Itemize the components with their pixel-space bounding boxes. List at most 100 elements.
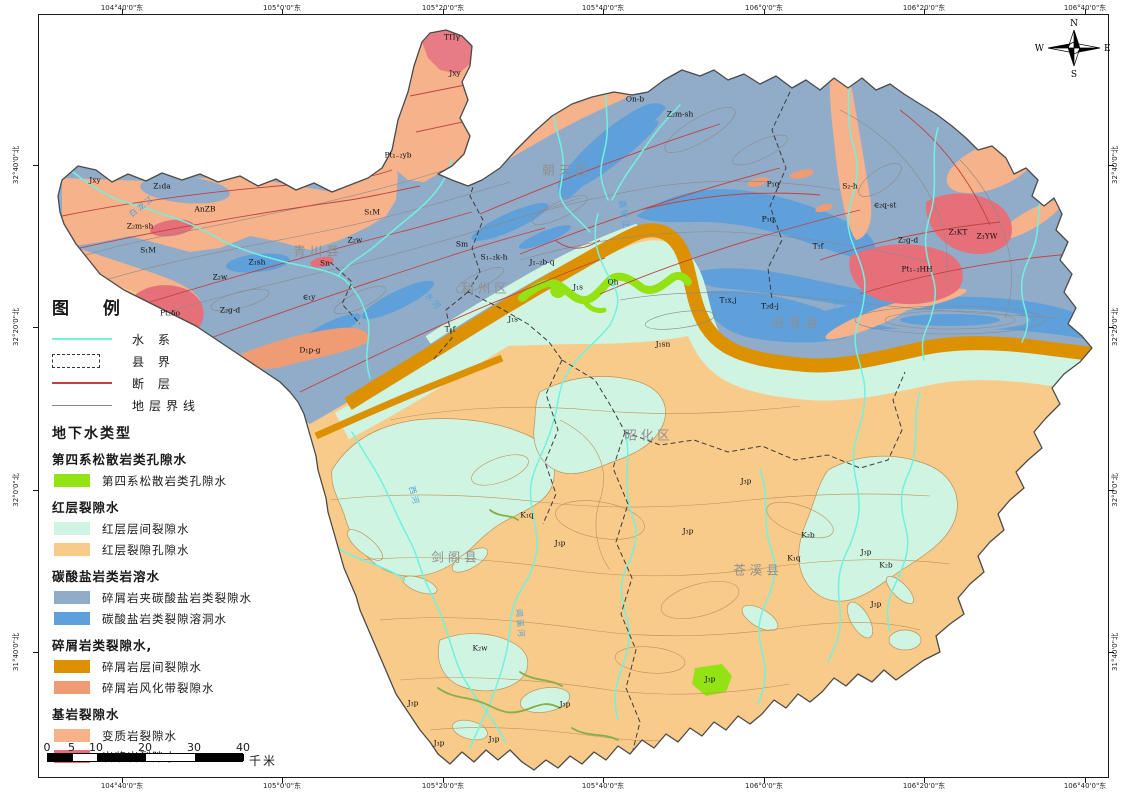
- legend-swatch: [54, 729, 90, 742]
- legend-group-heading: 碳酸盐岩类岩溶水: [52, 569, 161, 584]
- legend-title: 图 例: [52, 299, 134, 319]
- geologic-unit-label: Z₂g-d: [897, 235, 919, 245]
- geologic-unit-label: J₃p: [559, 699, 571, 709]
- coordinate-tick: [33, 490, 38, 491]
- geologic-unit-label: K₂w: [472, 643, 488, 653]
- coordinate-tick: [443, 778, 444, 783]
- geologic-unit-label: ∈₂q-st: [873, 200, 897, 210]
- county-name-label: 利州区: [461, 280, 511, 296]
- coordinate-label: 104°40'0"东: [100, 4, 144, 12]
- scalebar-number: 20: [138, 741, 152, 754]
- coordinate-tick: [122, 778, 123, 783]
- geologic-unit-label: Z₂m-sh: [126, 221, 154, 231]
- legend-item: 碎屑岩层间裂隙水: [52, 656, 308, 677]
- legend-item-label: 碎屑岩风化带裂隙水: [102, 680, 215, 695]
- legend-item: 变质岩裂隙水: [52, 725, 308, 746]
- legend-swatch: [54, 522, 90, 535]
- geologic-unit-label: On-b: [625, 94, 645, 104]
- coordinate-label: 31°40'0"北: [12, 633, 20, 671]
- county-name-label: 昭化区: [624, 427, 674, 443]
- coordinate-label: 105°20'0"东: [421, 4, 465, 12]
- coordinate-tick: [764, 9, 765, 14]
- county-name-label: 旺苍县: [772, 315, 822, 331]
- legend-sample-wrap: [52, 338, 118, 340]
- coordinate-label: 32°0'0"北: [12, 473, 20, 507]
- geologic-unit-label: Z₂m-sh: [666, 109, 694, 119]
- geologic-unit-label: Z₂w: [347, 235, 363, 245]
- geologic-unit-label: J₃p: [488, 734, 500, 744]
- geologic-unit-label: Z₁sh: [248, 257, 266, 267]
- coordinate-tick: [33, 165, 38, 166]
- geologic-unit-label: Jxy: [449, 68, 461, 78]
- strata-line-sample: [52, 404, 112, 406]
- geologic-unit-label: P₁q: [761, 214, 775, 224]
- legend-sample-wrap: [52, 354, 118, 368]
- coordinate-label: 106°40'0"东: [1063, 782, 1107, 790]
- legend-group-heading: 碎屑岩类裂隙水,: [52, 638, 153, 653]
- coordinate-tick: [1109, 490, 1114, 491]
- legend-swatch: [54, 681, 90, 694]
- geologic-unit-label: Pt₁₋₂yb: [384, 150, 412, 160]
- legend-item-label: 第四系松散岩类孔隙水: [102, 473, 227, 488]
- geologic-unit-label: J₁s: [508, 314, 518, 324]
- coordinate-label: 105°40'0"东: [581, 4, 625, 12]
- legend-line-label: 断 层: [132, 376, 175, 391]
- coordinate-tick: [33, 652, 38, 653]
- legend-line-label: 水 系: [132, 332, 175, 347]
- legend-item: 红层裂隙孔隙水: [52, 539, 308, 560]
- coordinate-label: 104°40'0"东: [100, 782, 144, 790]
- scalebar-segment: [72, 754, 97, 761]
- coordinate-label: 32°20'0"北: [12, 308, 20, 346]
- geologic-unit-label: Z₁da: [153, 181, 171, 191]
- coordinate-label: 106°20'0"东: [902, 782, 946, 790]
- geologic-unit-label: Pt₁₋₂HH: [901, 264, 933, 274]
- coordinate-tick: [603, 778, 604, 783]
- geologic-unit-label: S₂-h: [842, 181, 858, 191]
- coordinate-tick: [924, 9, 925, 14]
- geologic-unit-label: Jxy: [89, 175, 101, 185]
- legend-item-label: 碎屑岩夹碳酸盐岩类裂隙水: [102, 590, 252, 605]
- geologic-unit-label: Z₁YW: [976, 231, 998, 241]
- coordinate-label: 106°0'0"东: [745, 4, 783, 12]
- legend-swatch: [54, 474, 90, 487]
- geologic-unit-label: T₁f: [812, 241, 824, 251]
- legend-line-item: 县 界: [52, 350, 308, 372]
- geologic-unit-label: J₃p: [407, 698, 419, 708]
- geologic-unit-label: D₁p-g: [299, 345, 321, 355]
- scalebar-segment: [195, 754, 244, 761]
- coordinate-tick: [924, 778, 925, 783]
- scalebar-number: 30: [187, 741, 201, 754]
- geologic-unit-label: J₃p: [704, 674, 716, 684]
- legend-section-title: 地下水类型: [52, 426, 132, 442]
- scalebar-segment: [97, 754, 146, 761]
- legend-item-label: 红层裂隙孔隙水: [102, 542, 190, 557]
- geologic-unit-label: J₁s: [573, 282, 583, 292]
- legend-item: 碳酸盐岩类裂隙溶洞水: [52, 608, 308, 629]
- geologic-unit-label: T₁f: [444, 324, 456, 334]
- legend-group-heading: 红层裂隙水: [52, 500, 120, 515]
- legend-item-label: 变质岩裂隙水: [102, 728, 177, 743]
- geologic-unit-label: Sm: [455, 239, 469, 249]
- geologic-unit-label: AnZB: [194, 204, 216, 214]
- geologic-unit-label: K₂b: [879, 560, 893, 570]
- legend-line-label: 地层界线: [132, 398, 201, 413]
- coordinate-label: 106°40'0"东: [1063, 4, 1107, 12]
- scalebar-segment: [48, 754, 73, 761]
- map-frame: [38, 14, 1109, 778]
- coordinate-tick: [1085, 9, 1086, 14]
- legend-line-label: 县 界: [132, 354, 175, 369]
- fault-line-sample: [52, 382, 112, 384]
- scalebar-unit: 千米: [249, 754, 278, 768]
- legend-item: 碎屑岩夹碳酸盐岩类裂隙水: [52, 587, 308, 608]
- coordinate-tick: [33, 327, 38, 328]
- geologic-unit-label: Qh: [607, 277, 619, 287]
- coordinate-tick: [122, 9, 123, 14]
- coordinate-tick: [282, 9, 283, 14]
- county-line-sample: [52, 354, 100, 368]
- scalebar-bar: [47, 753, 244, 762]
- coordinate-tick: [1109, 652, 1114, 653]
- geologic-unit-label: P₁q: [766, 179, 780, 189]
- geologic-unit-label: J₃p: [682, 526, 694, 536]
- scalebar-number: 10: [89, 741, 103, 754]
- geologic-unit-label: Pt₂δo: [159, 308, 181, 318]
